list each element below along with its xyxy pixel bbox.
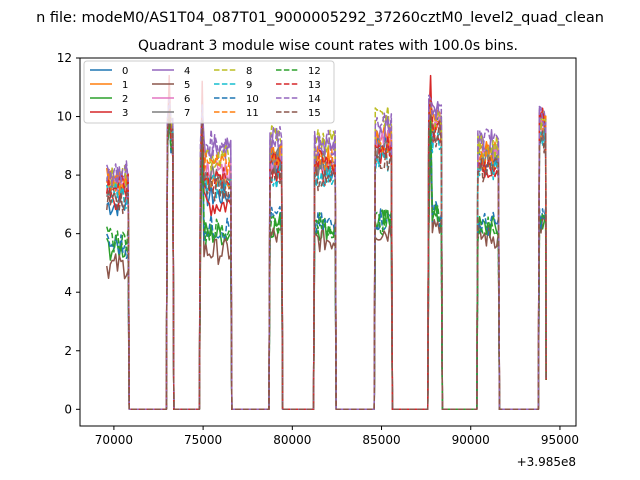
legend-frame <box>83 60 335 124</box>
legend-label-3: 3 <box>122 108 128 119</box>
y-tick-label: 10 <box>57 110 72 124</box>
legend-label-11: 11 <box>246 108 259 119</box>
y-tick-label: 2 <box>64 344 72 358</box>
x-tick-label: 95000 <box>541 433 579 447</box>
legend-label-15: 15 <box>308 108 321 119</box>
x-tick-label: 85000 <box>362 433 400 447</box>
legend-label-9: 9 <box>246 80 252 91</box>
legend-label-6: 6 <box>184 94 190 105</box>
figure-suptitle: n file: modeM0/AS1T04_087T01_9000005292_… <box>36 10 604 26</box>
x-tick-label: 75000 <box>184 433 222 447</box>
legend-label-7: 7 <box>184 108 190 119</box>
legend-label-10: 10 <box>246 94 259 105</box>
y-axis: 0 2 4 6 8 10 12 <box>57 51 80 416</box>
legend-label-5: 5 <box>184 80 190 91</box>
x-axis: 70000 75000 80000 85000 90000 95000 <box>95 426 579 447</box>
y-tick-label: 12 <box>57 51 72 65</box>
chart-title: Quadrant 3 module wise count rates with … <box>138 38 518 54</box>
y-tick-label: 8 <box>64 168 72 182</box>
legend-label-8: 8 <box>246 66 252 77</box>
y-tick-label: 6 <box>64 227 72 241</box>
legend-label-12: 12 <box>308 66 321 77</box>
legend-label-13: 13 <box>308 80 321 91</box>
y-tick-label: 4 <box>64 285 72 299</box>
y-tick-label: 0 <box>64 402 72 416</box>
legend-label-0: 0 <box>122 66 128 77</box>
series-line-15 <box>106 112 547 411</box>
plot-area-frame <box>79 57 577 427</box>
series-layer <box>106 74 547 411</box>
legend-label-14: 14 <box>308 94 321 105</box>
x-tick-label: 90000 <box>452 433 490 447</box>
legend-label-2: 2 <box>122 94 128 105</box>
x-tick-label: 80000 <box>273 433 311 447</box>
x-axis-offset-label: +3.985e8 <box>517 455 576 469</box>
legend-label-4: 4 <box>184 66 190 77</box>
legend-label-1: 1 <box>122 80 128 91</box>
x-tick-label: 70000 <box>95 433 133 447</box>
series-line-13 <box>106 92 547 411</box>
